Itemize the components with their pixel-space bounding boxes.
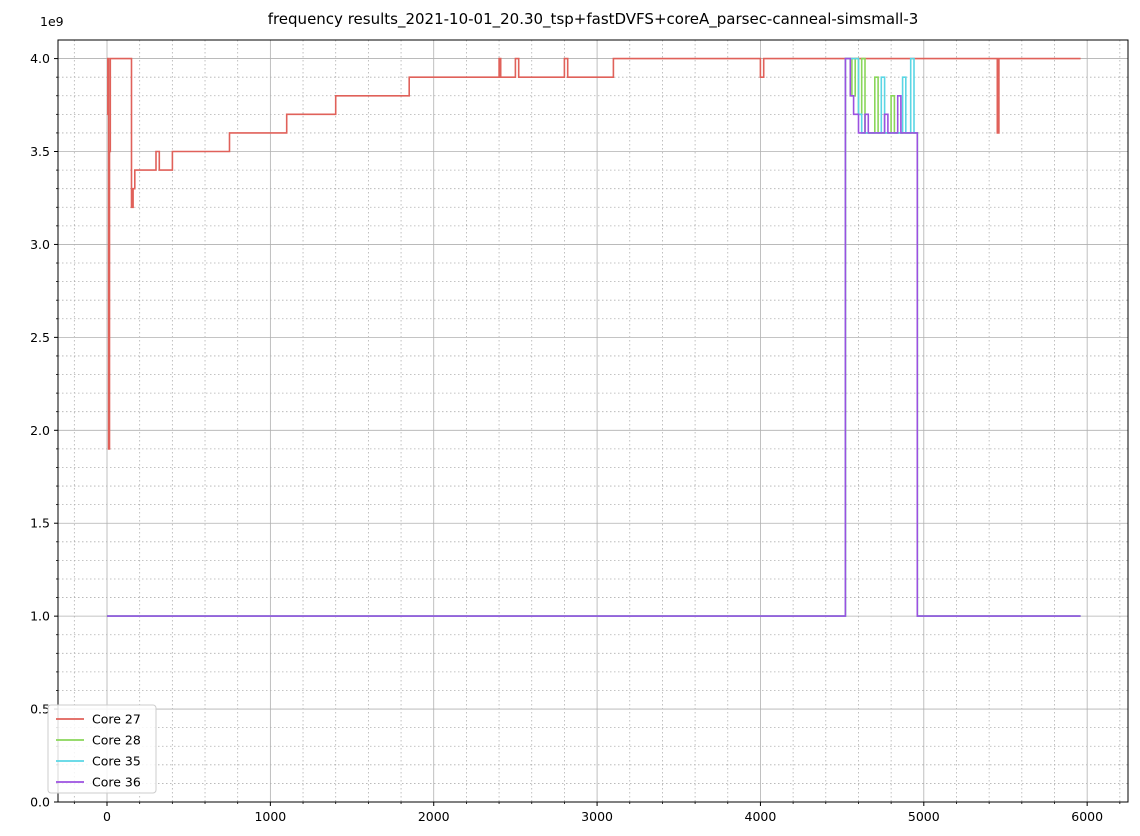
y-offset-label: 1e9 xyxy=(40,14,64,29)
y-tick-label: 0.5 xyxy=(30,702,50,717)
legend-label: Core 35 xyxy=(92,754,141,769)
legend: Core 27 Core 28 Core 35 Core 36 xyxy=(47,704,157,794)
series-layer xyxy=(107,57,1081,617)
legend-label: Core 27 xyxy=(92,712,141,727)
major-grid xyxy=(58,40,1128,803)
x-tick-label: 5000 xyxy=(908,809,940,824)
x-tick-label: 6000 xyxy=(1071,809,1103,824)
series-line-core-36 xyxy=(107,57,1081,617)
x-tick-label: 2000 xyxy=(418,809,450,824)
axis-ticks: 0 1000 2000 3000 4000 5000 6000 0.0 0.5 1.0 1.5 2.0… xyxy=(30,51,1121,824)
chart-title: frequency results_2021-10-01_20.30_tsp+f… xyxy=(268,10,919,29)
legend-box xyxy=(47,704,157,794)
legend-label: Core 36 xyxy=(92,775,141,790)
y-tick-label: 3.0 xyxy=(30,237,50,252)
y-tick-label: 3.5 xyxy=(30,144,50,159)
series-line-core-28 xyxy=(107,57,1081,617)
x-tick-label: 0 xyxy=(103,809,111,824)
x-tick-label: 3000 xyxy=(581,809,613,824)
y-tick-label: 2.0 xyxy=(30,423,50,438)
y-tick-label: 0.0 xyxy=(30,795,50,810)
y-tick-label: 1.5 xyxy=(30,516,50,531)
legend-label: Core 28 xyxy=(92,733,141,748)
y-tick-label: 1.0 xyxy=(30,609,50,624)
minor-grid xyxy=(58,40,1128,802)
x-tick-label: 1000 xyxy=(254,809,286,824)
series-line-core-27 xyxy=(107,57,1081,450)
x-tick-label: 4000 xyxy=(745,809,777,824)
y-tick-label: 2.5 xyxy=(30,330,50,345)
plot-frame xyxy=(57,39,1129,803)
y-tick-label: 4.0 xyxy=(30,51,50,66)
